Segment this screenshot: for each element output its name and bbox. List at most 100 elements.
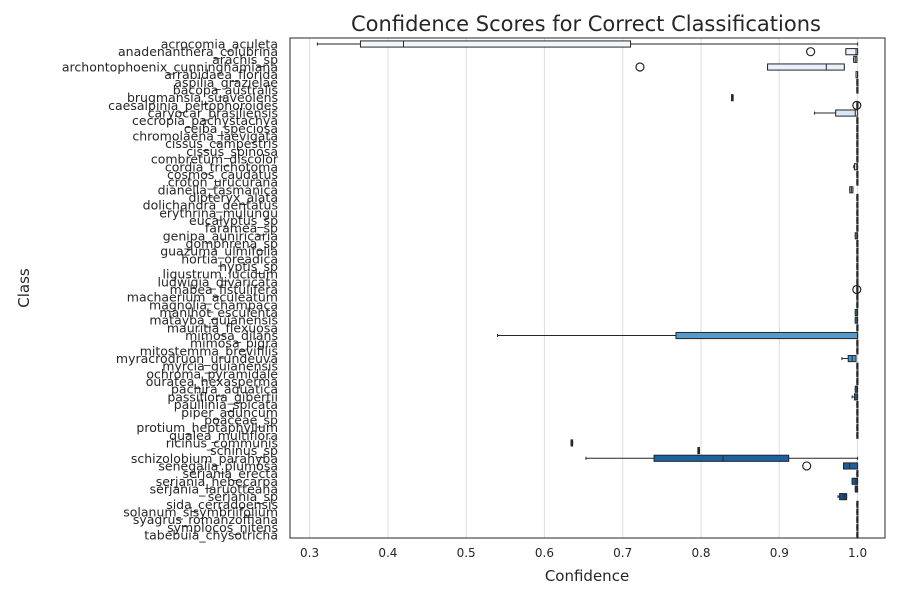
box-paullinia_spicata bbox=[856, 401, 859, 409]
y-tick-label: bacopa_australis bbox=[173, 83, 278, 98]
box-croton_urucurana bbox=[856, 178, 859, 186]
box-ricinus_communis bbox=[570, 439, 574, 447]
chart-title: Confidence Scores for Correct Classifica… bbox=[351, 12, 821, 36]
box-pachira_aquatica bbox=[854, 385, 859, 393]
iqr-box bbox=[653, 454, 790, 462]
box-chromolaena_laevigata bbox=[856, 132, 859, 140]
y-tick-label: dianella_tasmanica bbox=[158, 182, 278, 197]
y-tick-label: archontophoenix_cunninghamiana bbox=[62, 60, 278, 75]
y-tick-label: schinus_sp bbox=[210, 443, 278, 458]
y-tick-label: mimosa_pigra bbox=[190, 336, 278, 351]
box-poaceae_sp bbox=[856, 416, 859, 424]
x-tick-label: 1.0 bbox=[848, 546, 867, 560]
box-ligustrum_lucidum bbox=[856, 270, 859, 278]
box-arachis_sp bbox=[853, 55, 858, 63]
box-ceiba_speciosa bbox=[856, 124, 859, 132]
iqr-box bbox=[853, 163, 859, 171]
iqr-box bbox=[835, 109, 859, 117]
y-tick-label: erythrina_mulungu bbox=[159, 205, 278, 220]
outlier-point bbox=[806, 47, 816, 57]
box-faramea_sp bbox=[856, 224, 859, 232]
y-tick-label: faramea_sp bbox=[205, 221, 278, 236]
y-tick-label: hyptis_sp bbox=[219, 259, 278, 274]
box-ochroma_pyramidale bbox=[856, 370, 859, 378]
y-tick-label: ligustrum_lucidum bbox=[163, 267, 278, 282]
box-schizolobium_parahyba bbox=[585, 454, 859, 462]
y-tick-label: ludwigia_divaricata bbox=[157, 274, 278, 289]
y-tick-labels: acrocomia_aculetaanadenanthera_colubrina… bbox=[62, 37, 279, 543]
box-schinus_sp bbox=[697, 447, 700, 455]
y-tick-label: ceiba_speciosa bbox=[184, 121, 278, 136]
y-tick-label: manihot_esculenta bbox=[159, 305, 278, 320]
box-mimosa_dilans bbox=[496, 331, 859, 340]
y-tick-label: genipa_auniricaria bbox=[163, 228, 278, 243]
y-tick-label: serjania_sp bbox=[208, 489, 278, 504]
box-manihot_esculenta bbox=[854, 308, 859, 317]
box-acrocomia_aculeta bbox=[316, 40, 859, 48]
box-ludwigia_divaricata bbox=[856, 278, 859, 286]
x-tick-label: 0.3 bbox=[300, 546, 319, 560]
box-hyptis_sp bbox=[856, 262, 859, 271]
plot-frame bbox=[289, 37, 886, 539]
box-protium_heptaphyllum bbox=[856, 424, 859, 432]
iqr-box bbox=[839, 493, 848, 501]
box-solanum_sisymbriifolium bbox=[856, 508, 859, 516]
box-combretum_discolor bbox=[856, 155, 859, 163]
y-tick-label: senegalia_plumosa bbox=[158, 458, 278, 473]
box-machaerium_aculeatum bbox=[856, 293, 859, 301]
box-genipa_auniricaria bbox=[854, 232, 859, 240]
iqr-box bbox=[767, 63, 845, 71]
box-cecropia_pachystachya bbox=[856, 117, 859, 125]
y-tick-label: ricinus_communis bbox=[166, 435, 278, 450]
y-tick-label: cissus_spinosa bbox=[186, 144, 278, 159]
y-tick-label: myrcia_guianensis bbox=[162, 359, 278, 374]
y-axis-label: Class bbox=[15, 268, 33, 308]
box-myracrodruon_urundeuva bbox=[841, 354, 857, 363]
outlier-point bbox=[635, 62, 645, 72]
y-tick-label: serjania_laruotteana bbox=[150, 481, 278, 496]
y-tick-label: guazuma_ulmifolia bbox=[160, 244, 278, 259]
iqr-box bbox=[675, 331, 859, 340]
x-tick-label: 0.8 bbox=[691, 546, 710, 560]
iqr-box bbox=[843, 462, 859, 470]
y-tick-label: croton_urucurana bbox=[168, 175, 278, 190]
box-erythrina_mulungu bbox=[856, 209, 859, 217]
box-tabebuia_chysotricha bbox=[856, 531, 859, 539]
y-tick-label: ouratea_hexasperma bbox=[146, 374, 278, 389]
y-tick-label: cecropia_pachystachya bbox=[132, 113, 278, 128]
box-aspilia_grazielae bbox=[856, 78, 859, 86]
y-tick-label: qualea_multiflora bbox=[169, 428, 278, 443]
x-tick-label: 0.7 bbox=[613, 546, 632, 560]
box-senegalia_plumosa bbox=[802, 461, 859, 471]
y-tick-label: serjania_erecta bbox=[183, 466, 278, 481]
box-passiflora_gibertii bbox=[851, 393, 859, 401]
box-serjania_erecta bbox=[856, 470, 859, 478]
box-symplocos_nitens bbox=[856, 523, 859, 531]
box-anadenanthera_colubrina bbox=[806, 47, 859, 57]
box-serjania_laruotteana bbox=[854, 485, 859, 493]
x-tick-labels: 0.3 0.4 0.5 0.6 0.7 0.8 0.9 1.0 bbox=[300, 546, 867, 560]
x-tick-label: 0.6 bbox=[535, 546, 554, 560]
outlier-point bbox=[852, 284, 862, 295]
box-ouratea_hexasperma bbox=[856, 377, 859, 386]
y-tick-label: dipteryx_alata bbox=[189, 190, 278, 205]
iqr-box bbox=[845, 48, 859, 56]
box-archontophoenix_cunninghamiana bbox=[635, 62, 845, 72]
box-mimosa_pigra bbox=[856, 339, 859, 347]
y-tick-label: arrabidaea_florida bbox=[164, 67, 278, 82]
box-arrabidaea_florida bbox=[855, 71, 859, 79]
box-cissus_campestris bbox=[856, 140, 859, 148]
box-cordia_trichotoma bbox=[853, 163, 859, 171]
y-tick-label: syagrus_romanzoffiana bbox=[133, 512, 278, 527]
y-tick-label: ochroma_pyramidale bbox=[146, 366, 278, 381]
boxes-layer bbox=[316, 40, 862, 539]
box-syagrus_romanzoffiana bbox=[856, 516, 859, 524]
y-tick-label: matayba_guianensis bbox=[149, 313, 278, 328]
box-qualea_multiflora bbox=[856, 431, 859, 439]
box-gomphrena_sp bbox=[856, 239, 859, 248]
box-cissus_spinosa bbox=[856, 147, 859, 155]
x-tick-label: 0.5 bbox=[457, 546, 476, 560]
y-tick-label: protium_heptaphyllum bbox=[136, 420, 278, 435]
iqr-box bbox=[851, 477, 859, 485]
